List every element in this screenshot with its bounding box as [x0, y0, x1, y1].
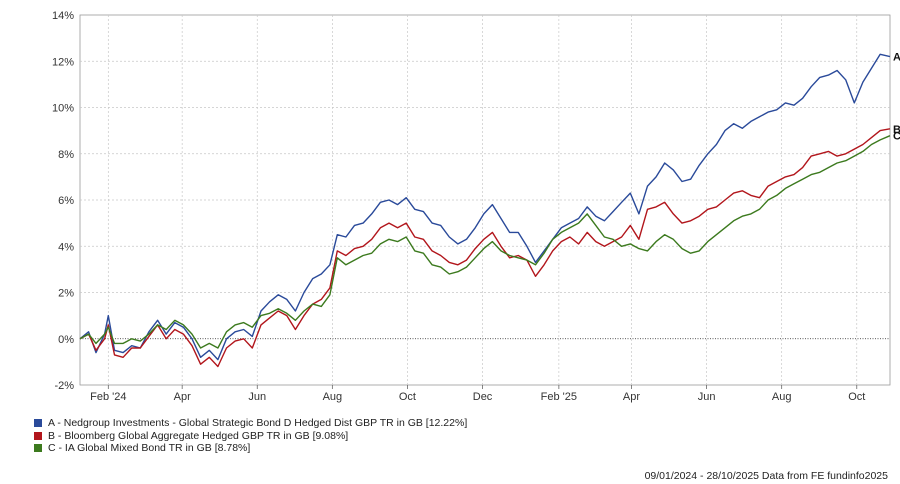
- legend: A - Nedgroup Investments - Global Strate…: [34, 417, 467, 455]
- legend-label: A - Nedgroup Investments - Global Strate…: [48, 417, 468, 429]
- y-axis-ticks: -2% 0% 2% 4% 6% 8% 10% 12% 14%: [52, 10, 74, 392]
- x-tick-label: Oct: [399, 391, 416, 403]
- end-label-a: A: [893, 52, 900, 64]
- y-tick-label: 6%: [58, 195, 74, 207]
- series-line-b: [79, 128, 891, 368]
- legend-item-b: B - Bloomberg Global Aggregate Hedged GB…: [34, 430, 467, 443]
- y-tick-label: -2%: [54, 380, 74, 392]
- y-tick-label: 12%: [52, 56, 74, 68]
- legend-item-a: A - Nedgroup Investments - Global Strate…: [34, 417, 467, 430]
- series-lines: [79, 53, 891, 368]
- x-tick-label: Aug: [772, 391, 792, 403]
- footer-source-note: 09/01/2024 - 28/10/2025 Data from FE fun…: [644, 470, 888, 482]
- legend-item-c: C - IA Global Mixed Bond TR in GB [8.78%…: [34, 442, 467, 455]
- legend-swatch: [34, 419, 42, 428]
- y-tick-label: 14%: [52, 10, 74, 22]
- legend-label: B - Bloomberg Global Aggregate Hedged GB…: [48, 429, 349, 442]
- y-tick-label: 8%: [58, 149, 74, 161]
- line-chart: -2% 0% 2% 4% 6% 8% 10% 12% 14% Feb '24 Apr Jun Aug O…: [52, 10, 900, 403]
- y-tick-label: 2%: [58, 288, 74, 300]
- series-line-c: [79, 135, 891, 349]
- legend-swatch: [34, 431, 42, 440]
- x-tick-label: Aug: [323, 391, 343, 403]
- x-tick-label: Oct: [848, 391, 865, 403]
- x-tick-label: Feb '25: [541, 391, 577, 403]
- series-line-a: [79, 53, 891, 361]
- legend-swatch: [34, 444, 42, 453]
- legend-label: C - IA Global Mixed Bond TR in GB [8.78%…: [48, 442, 251, 454]
- end-label-c: C: [893, 131, 900, 143]
- y-tick-label: 0%: [58, 334, 74, 346]
- x-tick-label: Apr: [174, 391, 191, 403]
- x-tick-label: Feb '24: [90, 391, 126, 403]
- x-tick-label: Jun: [698, 391, 716, 403]
- series-end-labels: A BC: [893, 52, 900, 143]
- x-tick-label: Apr: [623, 391, 640, 403]
- x-axis-ticks: Feb '24 Apr Jun Aug Oct Dec Feb '25 Apr Jun Aug Oc…: [90, 385, 865, 403]
- x-tick-label: Dec: [473, 391, 493, 403]
- grid-lines: [80, 15, 890, 385]
- y-tick-label: 4%: [58, 241, 74, 253]
- y-tick-label: 10%: [52, 103, 74, 115]
- end-label-b: B: [893, 124, 900, 136]
- x-tick-label: Jun: [248, 391, 266, 403]
